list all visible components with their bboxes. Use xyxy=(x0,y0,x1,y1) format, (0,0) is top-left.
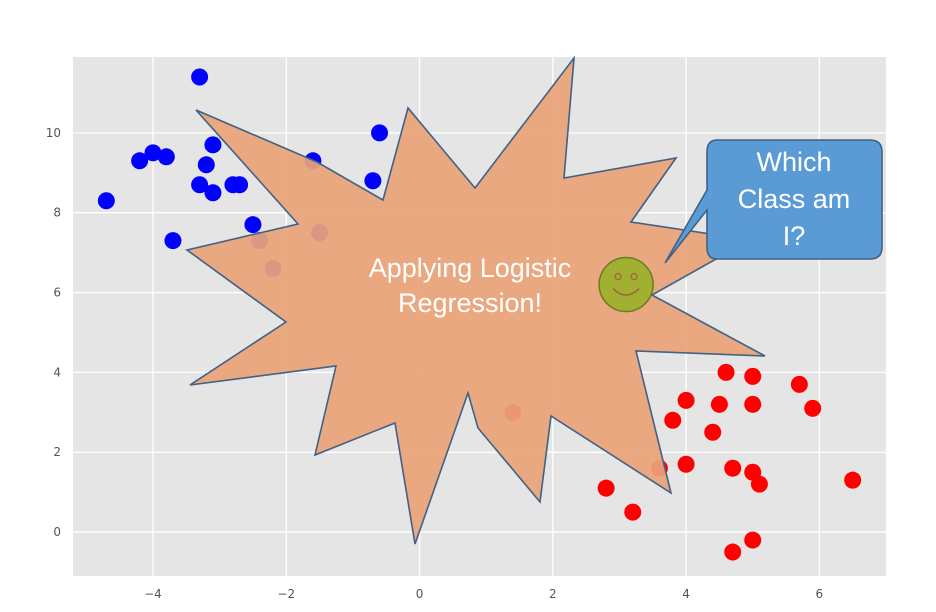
smiley-left-eye xyxy=(614,272,622,281)
red-data-point xyxy=(744,367,762,385)
red-data-point xyxy=(677,391,695,409)
red-data-point xyxy=(744,395,762,413)
red-data-point xyxy=(750,475,768,493)
red-data-point xyxy=(724,543,742,561)
y-tick-label: 8 xyxy=(53,206,61,220)
red-data-point xyxy=(844,471,862,489)
smiley-mouth xyxy=(612,287,640,296)
x-tick-label: −2 xyxy=(277,587,295,601)
red-data-point xyxy=(710,395,728,413)
red-data-point xyxy=(624,503,642,521)
red-data-point xyxy=(724,459,742,477)
blue-data-point xyxy=(164,232,182,250)
red-data-point xyxy=(664,411,682,429)
x-tick-label: 0 xyxy=(416,587,424,601)
burst-label-line1: Applying Logistic xyxy=(369,253,572,283)
callout-bubble xyxy=(664,139,883,264)
red-data-point xyxy=(804,399,822,417)
blue-data-point xyxy=(231,176,249,194)
blue-data-point xyxy=(157,148,175,166)
red-data-point xyxy=(597,479,615,497)
blue-data-point xyxy=(244,216,262,234)
callout-label-line2: Class am xyxy=(738,184,851,214)
blue-data-point xyxy=(97,192,115,210)
blue-data-point xyxy=(371,124,389,142)
blue-data-point xyxy=(144,144,162,162)
y-tick-label: 0 xyxy=(53,525,61,539)
burst-label-line2: Regression! xyxy=(398,288,542,318)
blue-data-point xyxy=(364,172,382,190)
blue-data-point xyxy=(197,156,215,174)
x-tick-label: 4 xyxy=(682,587,690,601)
callout-label-line1: Which xyxy=(756,147,831,177)
red-data-point xyxy=(704,423,722,441)
blue-data-point xyxy=(204,136,222,154)
y-tick-label: 4 xyxy=(53,365,61,379)
x-tick-label: 2 xyxy=(549,587,557,601)
y-tick-label: 2 xyxy=(53,445,61,459)
red-data-point xyxy=(677,455,695,473)
blue-data-point xyxy=(191,176,209,194)
smiley-face-icon xyxy=(598,256,654,313)
blue-data-point xyxy=(204,184,222,202)
callout-label-line3: I? xyxy=(783,221,806,251)
red-data-point xyxy=(744,531,762,549)
tick-labels: −4 −2 0 2 4 6 0 2 4 6 8 10 xyxy=(46,126,823,601)
red-data-point xyxy=(717,363,735,381)
smiley-right-eye xyxy=(630,272,638,281)
y-tick-label: 10 xyxy=(46,126,61,140)
red-data-point xyxy=(790,375,808,393)
x-tick-label: −4 xyxy=(144,587,162,601)
query-point xyxy=(598,256,654,313)
blue-data-point xyxy=(191,68,209,86)
x-tick-label: 6 xyxy=(816,587,824,601)
blue-data-point xyxy=(131,152,149,170)
y-tick-label: 6 xyxy=(53,286,61,300)
